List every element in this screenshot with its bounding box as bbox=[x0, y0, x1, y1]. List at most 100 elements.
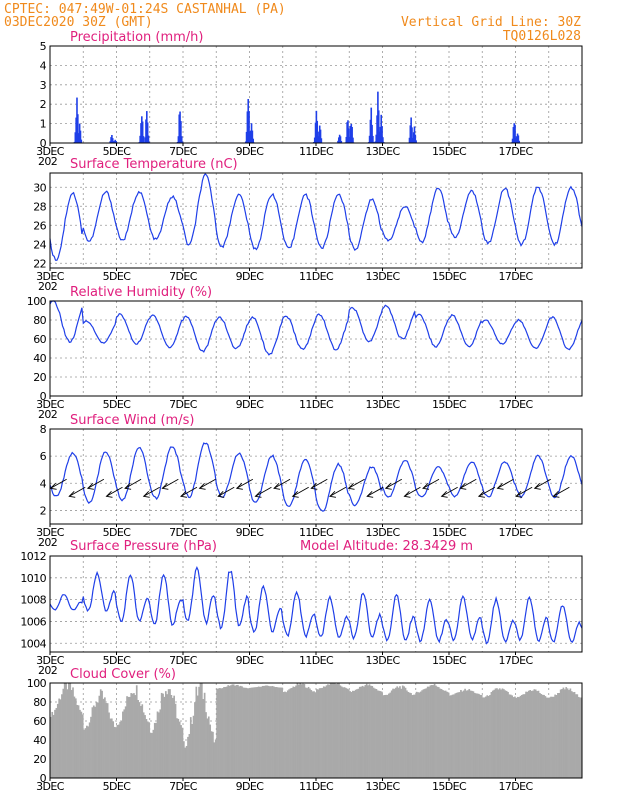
cloud-bar bbox=[489, 694, 491, 778]
cloud-bar bbox=[83, 729, 85, 778]
humidity-panel: Relative Humidity (%) 0 20 40 60 80 100 3DEC 5D… bbox=[27, 285, 583, 421]
wind-arrowhead bbox=[328, 490, 336, 498]
cloud-bar bbox=[58, 698, 60, 778]
cloud-bar bbox=[512, 697, 515, 778]
cloud-bar bbox=[68, 683, 70, 778]
wind-arrowhead bbox=[161, 482, 169, 490]
precip-bar bbox=[140, 123, 142, 143]
cloud-bar bbox=[400, 688, 403, 778]
cloud-bar bbox=[250, 687, 253, 778]
wind-arrow bbox=[441, 486, 458, 497]
x-tick-label: 15DEC bbox=[432, 398, 467, 411]
wind-arrowhead bbox=[86, 482, 94, 490]
precip-bar bbox=[318, 125, 321, 143]
cloud-bar bbox=[429, 685, 432, 778]
temperature-panel: Surface Temperature (nC) 22 24 26 28 30 3DEC 5… bbox=[33, 157, 583, 293]
wind-arrowhead bbox=[403, 490, 411, 498]
cloud-bar bbox=[142, 712, 145, 778]
cloud-bar bbox=[336, 683, 339, 778]
precip-bar bbox=[513, 123, 516, 143]
cloud-bar bbox=[357, 688, 360, 778]
cloud-bar bbox=[551, 696, 554, 778]
cloud-bar bbox=[210, 731, 213, 778]
cloud-bar bbox=[69, 683, 72, 778]
cloud-bar bbox=[509, 694, 512, 778]
cloud-bar bbox=[214, 739, 217, 778]
x-tick-label: 9DEC bbox=[236, 526, 265, 539]
cloud-bar bbox=[335, 684, 338, 778]
cloud-bar bbox=[437, 687, 440, 778]
x-tick-label: 3DEC bbox=[36, 526, 65, 539]
cloud-bar bbox=[61, 694, 63, 778]
precip-bar bbox=[352, 137, 354, 143]
x-tick-label: 3DEC bbox=[36, 780, 65, 793]
precip-bar bbox=[515, 136, 518, 143]
cloud-bar bbox=[374, 688, 376, 778]
cloud-bar bbox=[259, 686, 261, 778]
cloud-bar bbox=[128, 696, 131, 778]
precip-bar bbox=[246, 111, 249, 143]
cloud-bar bbox=[104, 697, 106, 778]
x-tick-label: 7DEC bbox=[169, 145, 198, 158]
precip-bar bbox=[512, 127, 515, 143]
cloud-bar bbox=[521, 694, 523, 778]
cloud-bar bbox=[454, 693, 457, 778]
cloud-bar bbox=[485, 696, 487, 778]
y-tick-label: 20 bbox=[33, 371, 46, 384]
cloud-bar bbox=[516, 696, 519, 778]
precip-bar bbox=[516, 133, 519, 143]
cloud-bar bbox=[450, 695, 453, 778]
wind-arrow bbox=[199, 478, 216, 489]
cloud-bar bbox=[421, 690, 423, 778]
cloud-bar bbox=[180, 725, 182, 778]
y-tick-label: 22 bbox=[33, 257, 46, 270]
cloud-bar bbox=[288, 689, 290, 778]
cloud-bar bbox=[411, 695, 414, 778]
x-tick-label: 15DEC bbox=[432, 780, 467, 793]
cloud-bar bbox=[73, 696, 76, 778]
cloud-bar bbox=[388, 693, 390, 778]
cloud-bar bbox=[227, 685, 230, 778]
cloud-bar bbox=[279, 687, 282, 778]
wind-arrowhead bbox=[384, 482, 392, 490]
wind-arrowhead bbox=[310, 482, 318, 490]
cloud-bar bbox=[203, 692, 206, 778]
cloud-bar bbox=[291, 687, 293, 778]
cloud-bar bbox=[296, 683, 299, 778]
cloud-bar bbox=[102, 698, 105, 778]
cloud-bar bbox=[260, 686, 263, 778]
cloud-bar bbox=[297, 684, 300, 778]
wind-arrow bbox=[273, 478, 291, 489]
cloud-bar bbox=[189, 717, 192, 778]
x-tick-label: 11DEC bbox=[299, 780, 334, 793]
precip-bar bbox=[247, 99, 250, 143]
cloud-bar bbox=[303, 684, 306, 778]
precip-bar bbox=[412, 132, 415, 143]
x-tick-label: 5DEC bbox=[103, 145, 132, 158]
cloud-bar bbox=[119, 721, 121, 778]
precip-bar bbox=[371, 124, 373, 143]
wind-arrow bbox=[124, 478, 142, 489]
cloud-bar bbox=[555, 695, 558, 778]
cloud-bar bbox=[500, 689, 502, 778]
temperature-title: Surface Temperature (nC) bbox=[70, 157, 238, 172]
cloud-bar bbox=[563, 689, 566, 778]
cloud-bar bbox=[156, 711, 159, 778]
cloud-bar bbox=[383, 695, 386, 778]
x-tick-label: 11DEC bbox=[299, 145, 334, 158]
cloud-bar bbox=[545, 697, 548, 778]
x-tick-label: 9DEC bbox=[236, 145, 265, 158]
cloud-bar bbox=[245, 687, 248, 778]
cloud-bar bbox=[127, 696, 130, 778]
cloud-bar bbox=[498, 688, 501, 778]
cloud-bar bbox=[322, 686, 325, 778]
cloud-bar bbox=[306, 688, 308, 778]
cloud-bar bbox=[273, 686, 275, 778]
cloud-bar bbox=[342, 687, 345, 778]
cloud-bar bbox=[382, 695, 385, 778]
cloud-bar bbox=[201, 683, 203, 778]
precip-bar bbox=[313, 137, 316, 143]
cloud-bar bbox=[252, 687, 254, 778]
wind-arrow bbox=[460, 478, 477, 489]
precip-bar bbox=[80, 139, 83, 143]
